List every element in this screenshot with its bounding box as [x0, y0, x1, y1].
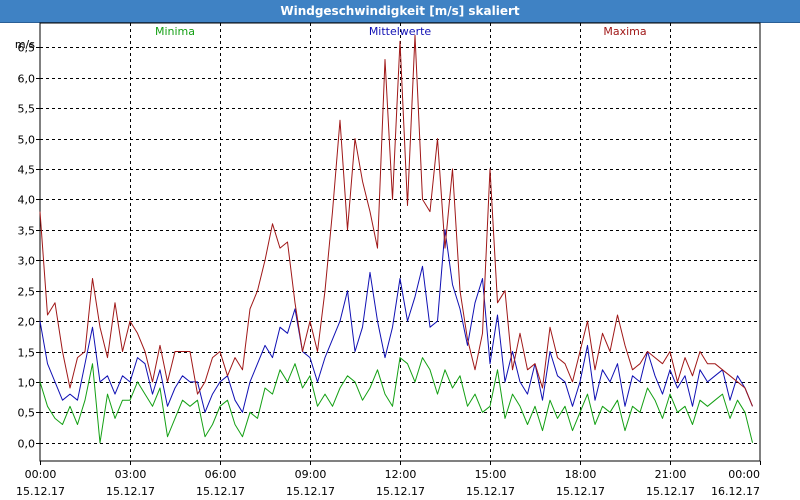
- y-tick-label: 5,5: [18, 103, 36, 116]
- x-tick-date-label: 15.12.17: [466, 485, 515, 498]
- y-tick-label: 1,0: [18, 377, 36, 390]
- y-tick-label: 0,5: [18, 407, 36, 420]
- x-tick-time-label: 00:00: [25, 468, 57, 481]
- x-tick-date-label: 16.12.17: [711, 485, 760, 498]
- y-tick-label: 4,5: [18, 164, 36, 177]
- x-tick-date-label: 15.12.17: [16, 485, 65, 498]
- x-tick-time-label: 06:00: [205, 468, 237, 481]
- y-tick-label: 2,5: [18, 286, 36, 299]
- x-tick-date-label: 15.12.17: [286, 485, 335, 498]
- y-tick-label: 2,0: [18, 316, 36, 329]
- y-axis-label: m/s: [15, 38, 35, 51]
- legend-mittelwerte: Mittelwerte: [369, 25, 432, 38]
- x-tick-time-label: 00:00: [728, 468, 760, 481]
- y-tick-label: 3,5: [18, 225, 36, 238]
- x-tick-date-label: 15.12.17: [196, 485, 245, 498]
- x-tick-time-label: 03:00: [115, 468, 147, 481]
- y-tick-label: 4,0: [18, 194, 36, 207]
- x-tick-date-label: 15.12.17: [106, 485, 155, 498]
- x-tick-time-label: 18:00: [565, 468, 597, 481]
- y-tick-label: 3,0: [18, 255, 36, 268]
- x-tick-time-label: 12:00: [385, 468, 417, 481]
- series-line-maxima: [39, 34, 753, 407]
- series-line-minima: [39, 357, 753, 444]
- y-tick-label: 6,5: [18, 42, 36, 55]
- y-tick-label: 0,0: [18, 438, 36, 451]
- x-tick-time-label: 15:00: [475, 468, 507, 481]
- y-tick-label: 1,5: [18, 347, 36, 360]
- x-tick-date-label: 15.12.17: [556, 485, 605, 498]
- legend-minima: Minima: [155, 25, 195, 38]
- x-tick-date-label: 15.12.17: [646, 485, 695, 498]
- x-tick-date-label: 15.12.17: [376, 485, 425, 498]
- y-tick-label: 5,0: [18, 134, 36, 147]
- x-tick-time-label: 21:00: [655, 468, 687, 481]
- x-tick-time-label: 09:00: [295, 468, 327, 481]
- y-tick-label: 6,0: [18, 73, 36, 86]
- series-line-mittelwerte: [39, 229, 753, 413]
- legend-maxima: Maxima: [603, 25, 646, 38]
